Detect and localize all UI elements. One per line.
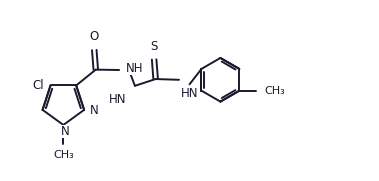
Text: N: N	[61, 125, 69, 138]
Text: N: N	[89, 104, 98, 117]
Text: O: O	[90, 30, 99, 43]
Text: NH: NH	[126, 62, 143, 75]
Text: Cl: Cl	[32, 79, 44, 92]
Text: HN: HN	[109, 93, 127, 106]
Text: HN: HN	[181, 87, 198, 100]
Text: S: S	[150, 40, 158, 53]
Text: CH₃: CH₃	[265, 86, 285, 96]
Text: CH₃: CH₃	[53, 150, 74, 160]
